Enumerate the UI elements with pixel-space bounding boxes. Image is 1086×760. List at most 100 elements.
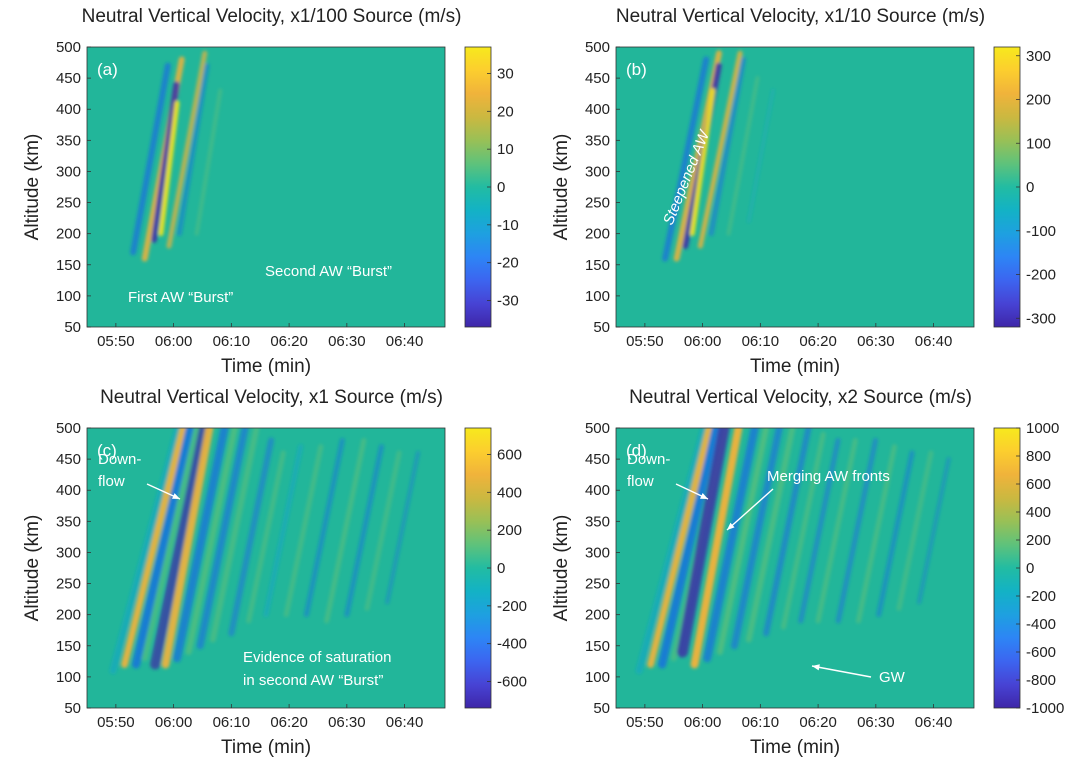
colorbar-tick-label: 600 [497,446,522,463]
y-tick-label: 50 [64,700,81,717]
y-tick-label: 50 [593,700,610,717]
wave-front-2 [132,428,194,669]
y-tick-label: 400 [56,101,81,118]
x-tick-label: 06:30 [857,333,895,350]
x-tick-label: 06:40 [915,333,953,350]
panel-title: Neutral Vertical Velocity, x1/100 Source… [81,6,462,27]
annotation-arrow [726,488,774,531]
axes-frame [615,46,975,328]
annotation-arrowhead [727,522,735,530]
wave-front-0 [109,428,182,675]
x-tick-label: 05:50 [626,333,664,350]
x-tick-label: 05:50 [97,333,135,350]
annotation: Evidence of saturation [243,649,391,666]
y-tick-label: 50 [64,319,81,336]
colorbar-tick-label: 200 [1026,532,1051,549]
y-tick-label: 500 [585,39,610,56]
colorbar-tick-label: 400 [1026,504,1051,521]
colorbar-tick-label: -600 [497,674,527,691]
y-axis-label: Altitude (km) [551,515,572,622]
y-tick-label: 200 [585,607,610,624]
wave-front-14 [835,437,879,624]
y-tick-label: 200 [56,226,81,243]
y-tick-label: 500 [56,39,81,56]
panel-letter: (b) [626,60,647,79]
wave-front-10 [763,428,812,637]
y-tick-label: 150 [585,257,610,274]
wave-front-15 [856,444,897,624]
wave-fronts [635,428,951,675]
colorbar-tick-label: 300 [1026,48,1051,65]
colorbar-tick-label: -400 [1026,616,1056,633]
colorbar-tick-label: 0 [497,560,505,577]
colorbar-tick-label: 1000 [1026,420,1059,437]
y-tick-label: 350 [585,513,610,530]
chart-svg: 50 100 150 200 250 300 350 400 450 500 05:50 06:00 0… [551,39,1056,377]
x-tick-label: 06:20 [270,333,308,350]
wave-front-2 [658,428,720,669]
axes-frame [86,427,446,709]
colorbar-tick-label: -100 [1026,223,1056,240]
y-tick-label: 100 [585,288,610,305]
wave-front-7 [746,88,776,224]
x-tick-label: 06:00 [684,333,722,350]
colorbar-tick-label: -1000 [1026,700,1064,717]
wave-front-0 [130,62,171,256]
wave-front-2 [150,81,180,243]
y-tick-label: 150 [56,638,81,655]
panel-title: Neutral Vertical Velocity, x2 Source (m/… [629,387,972,408]
colorbar [464,46,492,328]
wave-front-7 [716,428,770,655]
y-tick-label: 400 [56,482,81,499]
y-tick-label: 300 [585,544,610,561]
panel-b: Neutral Vertical Velocity, x1/10 Source … [529,0,1072,379]
y-tick-label: 150 [56,257,81,274]
panel-letter: (d) [626,441,647,460]
wave-front-4 [166,50,208,249]
annotation: First AW “Burst” [128,289,233,306]
y-tick-label: 350 [56,513,81,530]
colorbar-tick-label: 400 [497,484,522,501]
wave-front-5 [176,63,210,237]
colorbar-tick-label: 800 [1026,448,1051,465]
x-tick-label: 06:20 [799,714,837,731]
colorbar-tick-label: -30 [497,293,519,310]
wave-front-14 [303,437,345,618]
y-tick-label: 250 [56,195,81,212]
wave-front-6 [726,76,760,236]
colorbar-tick-label: -800 [1026,672,1056,689]
wave-front-13 [815,437,858,624]
y-tick-label: 100 [56,669,81,686]
y-tick-label: 200 [585,226,610,243]
panel-d: Neutral Vertical Velocity, x2 Source (m/… [529,381,1072,760]
wave-front-16 [876,450,915,618]
plot-area [616,47,974,327]
x-tick-label: 05:50 [626,714,664,731]
colorbar-tick-label: -200 [1026,267,1056,284]
annotation-arrowhead [172,493,180,499]
wave-front-4 [150,428,209,670]
x-tick-label: 06:10 [742,714,780,731]
x-tick-label: 06:30 [328,333,366,350]
y-tick-label: 400 [585,482,610,499]
x-tick-label: 06:30 [328,714,366,731]
x-axis-label: Time (min) [221,737,311,758]
panel-letter: (c) [97,441,117,460]
wave-front-0 [662,56,710,262]
colorbar-tick-label: 200 [497,522,522,539]
y-tick-label: 350 [56,132,81,149]
x-tick-label: 06:00 [684,714,722,731]
wave-front-10 [228,437,275,637]
panel-c: Neutral Vertical Velocity, x1 Source (m/… [0,381,543,760]
y-tick-label: 500 [56,420,81,437]
y-tick-label: 350 [585,132,610,149]
wave-front-7 [185,428,238,655]
colorbar-tick-label: -200 [1026,588,1056,605]
wave-front-3 [158,100,180,237]
colorbar-tick-label: 30 [497,65,514,82]
x-tick-label: 06:10 [213,714,251,731]
x-tick-label: 06:40 [386,714,424,731]
y-tick-label: 250 [56,576,81,593]
wave-front-0 [635,428,708,675]
x-tick-label: 06:40 [386,333,424,350]
